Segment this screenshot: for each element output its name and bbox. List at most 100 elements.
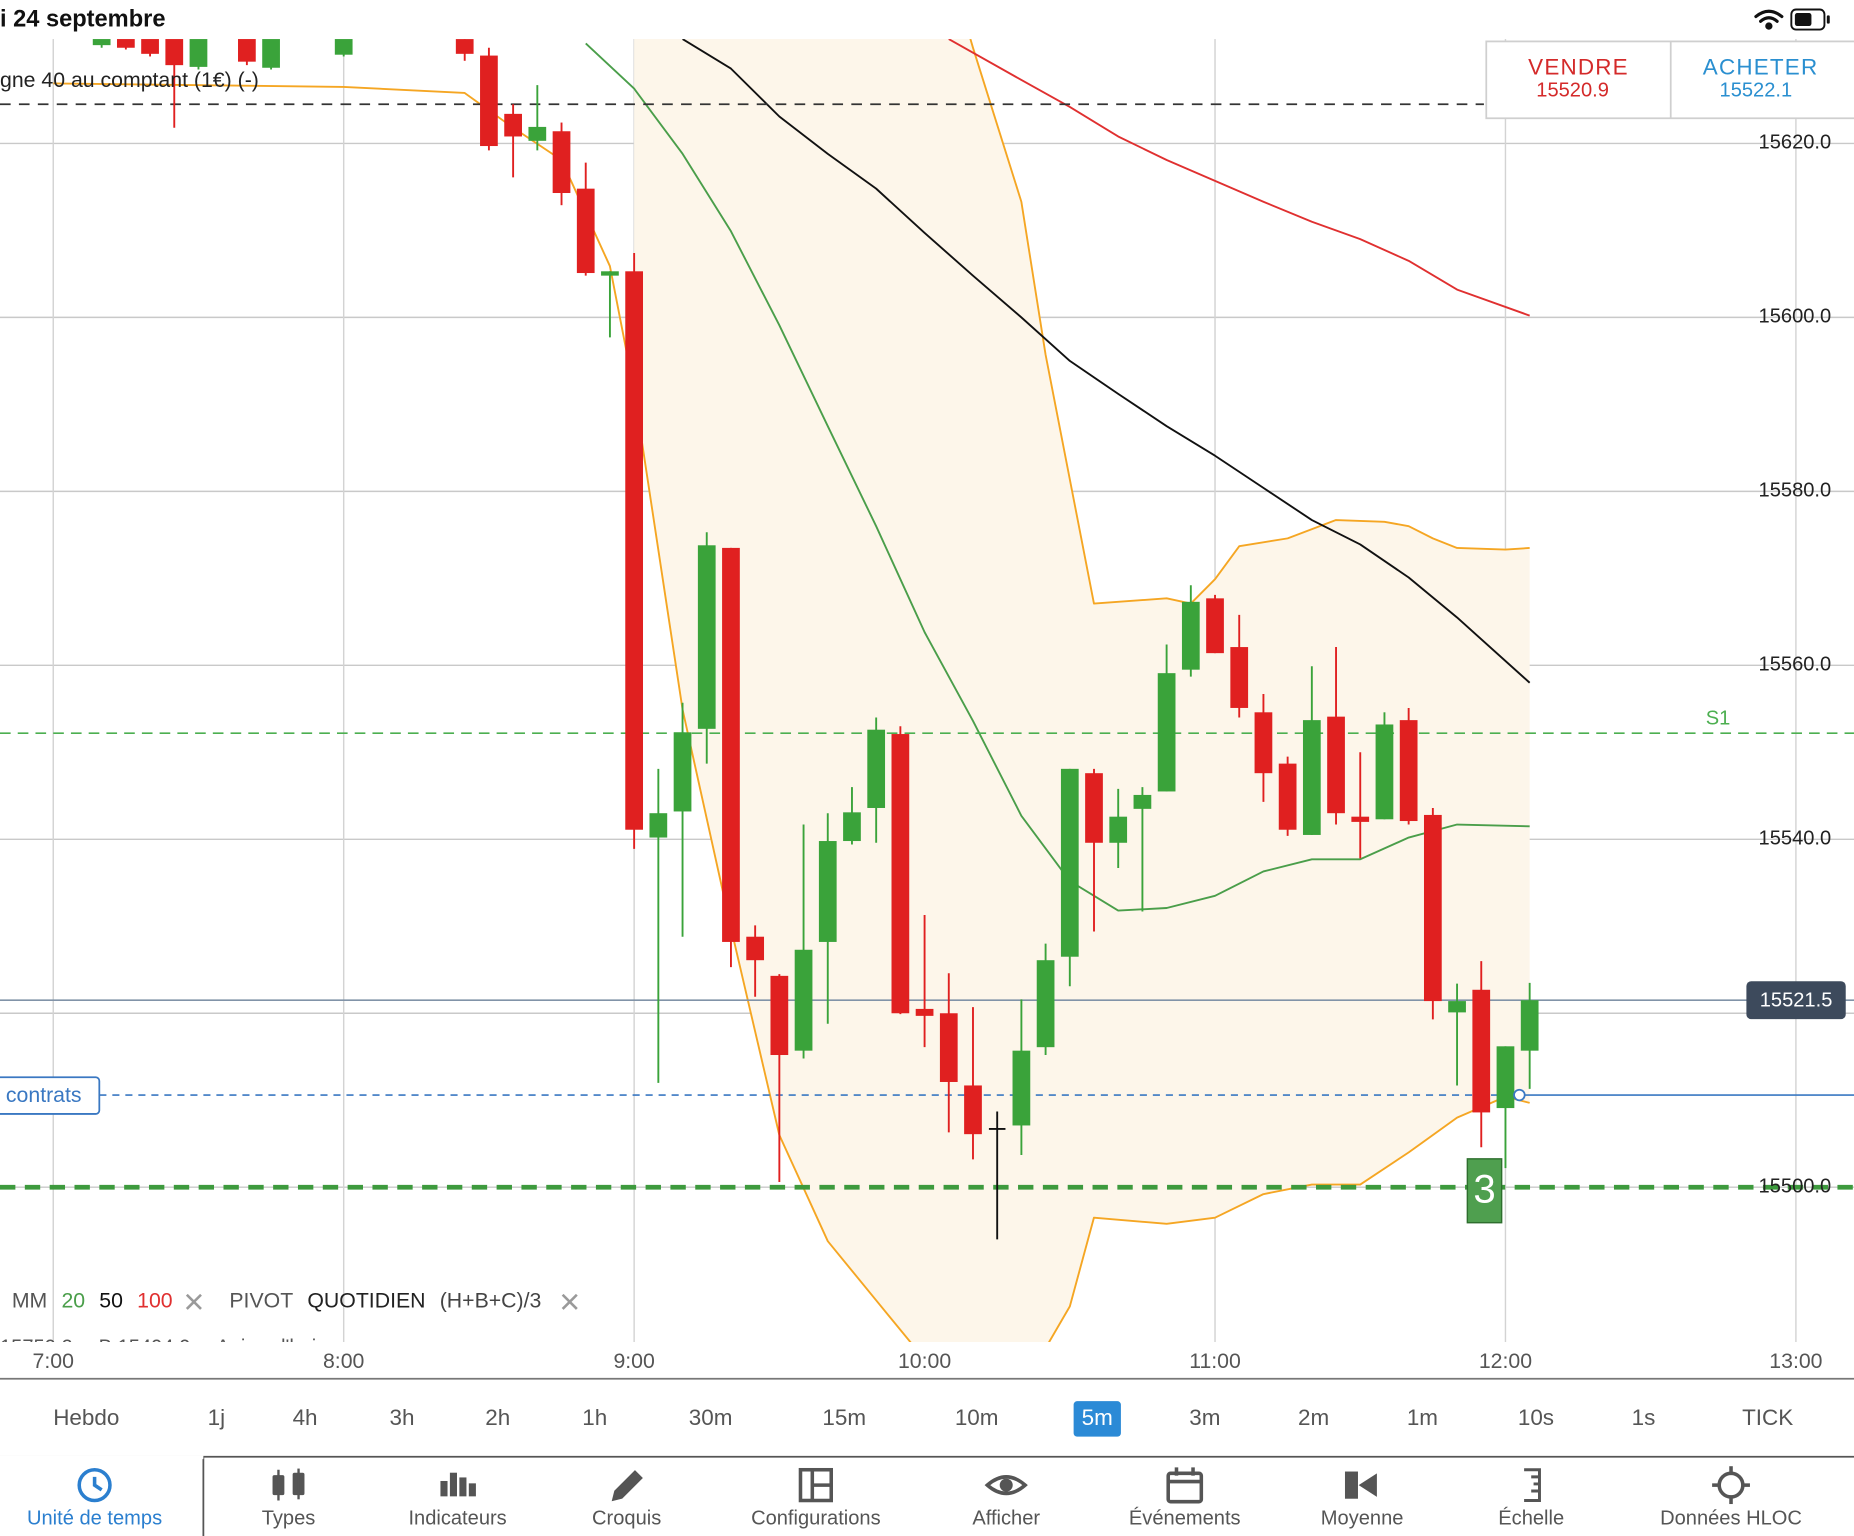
icon-shape [1344,1471,1358,1499]
candle-body [673,732,692,812]
candle-body [576,188,595,274]
toolbar-label[interactable]: Unité de temps [27,1508,162,1530]
candle-body [1254,712,1273,774]
timeframe-option[interactable]: Hebdo [53,1405,119,1430]
candle-body [1206,598,1224,654]
candle-body [1375,724,1394,820]
timeframe-option[interactable]: 1m [1407,1405,1438,1430]
icon-shape [459,1477,467,1497]
timeframe-option[interactable]: 30m [689,1405,733,1430]
timeframe-option[interactable]: 5m [1082,1405,1113,1430]
icon-shape [984,1475,1028,1496]
toolbar-button[interactable]: Types [262,1468,316,1530]
toolbar-icon [1344,1471,1377,1499]
pivot-summary: 15759.2 B 15494.0 Aujourd'hui [0,1336,316,1358]
bollinger-upper [969,39,1530,605]
toolbar-icon [1712,1466,1750,1505]
timeframe-option[interactable]: 2h [485,1405,510,1430]
pivot-summary-item: Aujourd'hui [216,1336,316,1358]
toolbar-button[interactable]: Événements [1129,1467,1241,1530]
icon-shape [77,1467,112,1503]
toolbar-button[interactable]: Échelle [1498,1468,1564,1530]
icon-shape [999,1478,1013,1492]
timeframe-option[interactable]: TICK [1742,1405,1793,1430]
status-bar [0,0,1854,40]
candle-body [964,1085,982,1135]
candle-body [1133,794,1152,809]
candle-body [1230,647,1249,708]
toolbar-label[interactable]: Échelle [1498,1507,1564,1530]
legend-entry: 50 [99,1288,123,1312]
timeframe-option[interactable]: 1j [208,1405,225,1430]
toolbar-label[interactable]: Types [262,1508,316,1530]
candle-body [1036,960,1055,1048]
toolbar-button[interactable]: Données HLOC [1660,1466,1802,1530]
icon-shape [92,1476,103,1492]
candle-body [1327,716,1345,814]
candle-body [1423,814,1442,1002]
icon-shape [1166,1471,1204,1504]
y-tick-label: 15600.0 [1759,306,1832,328]
candle-body [552,131,571,194]
candle-body [891,734,910,1014]
icon-shape [611,1470,643,1502]
candle-body [915,1008,934,1016]
position-handle[interactable] [1513,1088,1526,1102]
toolbar-label[interactable]: Moyenne [1321,1508,1404,1530]
candle-body [1472,989,1491,1113]
timeframe-option[interactable]: 3m [1189,1405,1220,1430]
toolbar-label[interactable]: Croquis [592,1508,661,1530]
x-tick-label: 12:00 [1479,1349,1532,1373]
toolbar-button[interactable]: Moyenne [1321,1471,1404,1530]
candle-body [1012,1050,1031,1126]
x-tick-label: 8:00 [323,1349,364,1373]
legend-remove[interactable] [561,1293,578,1310]
x-tick-label: 9:00 [613,1349,654,1373]
timeframe-selected[interactable] [1073,1401,1121,1437]
timeframe-option[interactable]: 15m [822,1405,866,1430]
toolbar-label[interactable]: Configurations [751,1508,881,1530]
trade-panel: VENDRE 15520.9 ACHETER 15522.1 [1485,40,1854,120]
icon-shape [468,1483,476,1497]
timeframe-option[interactable]: 3h [390,1405,415,1430]
order-tag[interactable] [1466,1158,1503,1224]
candle-body [238,39,256,62]
legend-remove[interactable] [185,1293,202,1310]
y-tick-label: 15500.0 [1759,1176,1832,1198]
candle-body [1399,720,1418,822]
timeframe-option[interactable]: 1h [582,1405,607,1430]
buy-button[interactable] [1671,42,1854,118]
toolbar-label[interactable]: Indicateurs [408,1508,506,1530]
toolbar-icon [984,1475,1028,1496]
timeframe-option[interactable]: 2m [1298,1405,1329,1430]
last-price-label: 15521.5 [1760,990,1833,1012]
candle-body [92,39,111,46]
timeframe-option[interactable]: 4h [293,1405,318,1430]
status-date: i 24 septembre [0,6,165,32]
toolbar-button[interactable]: Unité de temps [27,1467,162,1530]
toolbar-button[interactable]: Croquis [592,1470,661,1530]
toolbar: Unité de temps Types Indicateurs Croquis Con… [27,1466,1802,1530]
toolbar-icon [77,1467,112,1503]
toolbar-icon [1524,1468,1541,1502]
candle-body [649,813,668,838]
candle-body [722,547,740,942]
toolbar-label[interactable]: Données HLOC [1660,1508,1802,1530]
timeframe-option[interactable]: 1s [1632,1405,1656,1430]
timeframe-option[interactable]: 10m [955,1405,999,1430]
selected-tab-gap [0,1455,204,1460]
position-tag[interactable] [0,1076,101,1115]
sell-price: 15520.9 [1536,79,1609,101]
candle-body [480,55,498,147]
toolbar-label[interactable]: Afficher [972,1508,1040,1530]
toolbar-button[interactable]: Configurations [751,1467,881,1530]
toolbar-button[interactable]: Indicateurs [408,1472,507,1530]
candle-body [1448,1001,1466,1013]
timeframe-option[interactable]: 10s [1518,1405,1554,1430]
overlay: 7:00 8:00 9:00 10:00 11:00 12:00 13:00 S1 15500.… [0,132,1846,1373]
toolbar-icon [440,1472,476,1497]
x-tick-label: 11:00 [1189,1349,1241,1373]
toolbar-label[interactable]: Événements [1129,1507,1241,1530]
toolbar-button[interactable]: Afficher [972,1475,1040,1530]
